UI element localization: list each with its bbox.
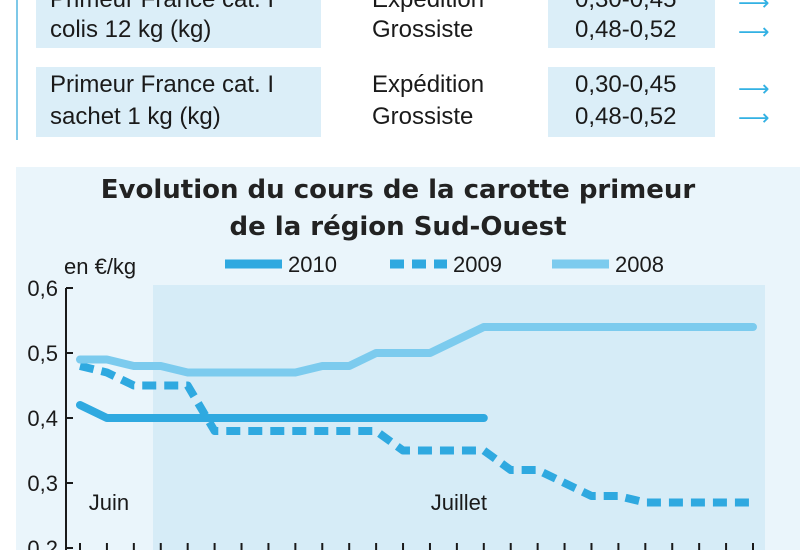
arrow-right-icon: ⟶ bbox=[738, 105, 770, 130]
arrow-right-icon: ⟶ bbox=[738, 76, 770, 101]
chart-title: Evolution du cours de la carotte primeur bbox=[101, 175, 696, 205]
y-axis-unit-label: en €/kg bbox=[64, 254, 136, 279]
y-tick-label: 0,5 bbox=[27, 341, 58, 366]
y-tick-label: 0,6 bbox=[27, 276, 58, 301]
price-range: 0,30-0,45 bbox=[575, 71, 677, 98]
chart-subtitle: de la région Sud-Ouest bbox=[230, 212, 567, 242]
product-cell bbox=[36, 0, 321, 48]
series-line-2009 bbox=[79, 362, 753, 507]
price-table: Primeur France cat. I colis 12 kg (kg) E… bbox=[0, 0, 800, 150]
stage-label: Grossiste bbox=[372, 103, 474, 130]
y-tick-label: 0,3 bbox=[27, 471, 58, 496]
y-tick-label: 0,2 bbox=[27, 536, 58, 550]
product-cell bbox=[36, 67, 321, 137]
price-range: 0,48-0,52 bbox=[575, 103, 677, 130]
table-left-rule bbox=[16, 0, 18, 140]
price-range: 0,48-0,52 bbox=[575, 16, 677, 43]
legend-label-2010: 2010 bbox=[288, 252, 337, 277]
stage-label: Expédition bbox=[372, 71, 485, 98]
y-tick-label: 0,4 bbox=[27, 406, 58, 431]
legend-label-2009: 2009 bbox=[453, 252, 502, 277]
product-packaging: colis 12 kg (kg) bbox=[50, 16, 212, 43]
month-label: Juin bbox=[89, 490, 129, 515]
stage-label: Grossiste bbox=[372, 16, 474, 43]
legend-label-2008: 2008 bbox=[615, 252, 664, 277]
stage-label: Expédition bbox=[372, 0, 484, 14]
price-cell bbox=[548, 67, 715, 137]
arrow-right-icon: ⟶ bbox=[738, 0, 770, 15]
product-name: Primeur France cat. I bbox=[50, 0, 274, 14]
legend: 2010 2009 2008 bbox=[225, 252, 664, 277]
series-line-2010 bbox=[76, 401, 488, 422]
series-line-2008 bbox=[76, 323, 757, 377]
price-cell bbox=[548, 0, 715, 48]
product-name: Primeur France cat. I bbox=[50, 71, 275, 98]
product-packaging: sachet 1 kg (kg) bbox=[50, 103, 221, 130]
month-label: Juillet bbox=[431, 490, 487, 515]
arrow-right-icon: ⟶ bbox=[738, 19, 770, 44]
price-range: 0,30-0,45 bbox=[575, 0, 676, 14]
series-layer bbox=[76, 323, 757, 507]
axes: 0,2 0,3 0,4 0,5 0,6 Juin Juillet bbox=[27, 276, 754, 550]
